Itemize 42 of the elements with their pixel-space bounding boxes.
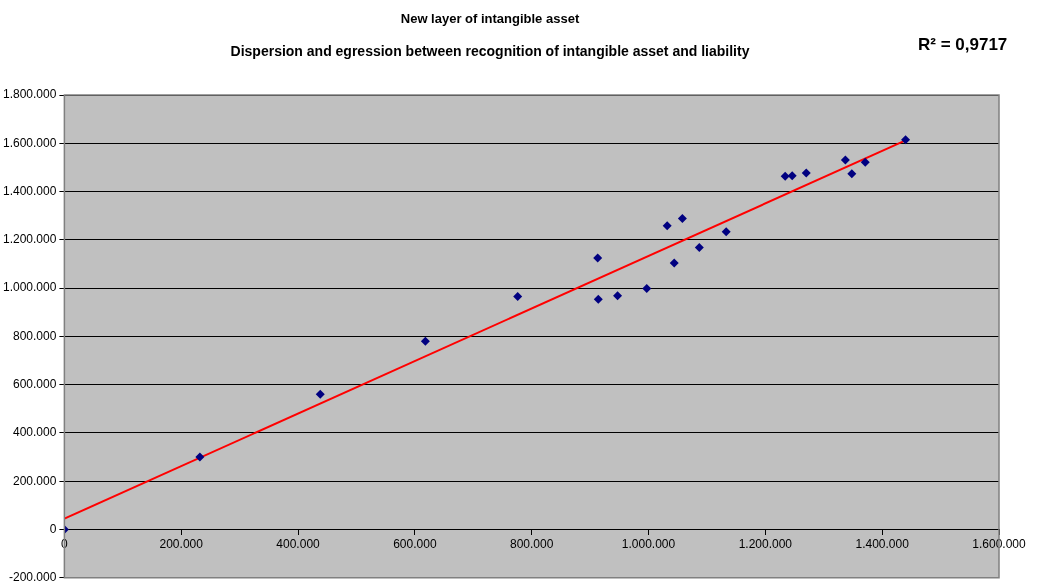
- y-tick-label: 1.800.000: [2, 87, 57, 102]
- y-tick-label: 1.200.000: [2, 232, 57, 247]
- x-tick-label: 800.000: [510, 537, 554, 552]
- point: [315, 389, 325, 399]
- point: [787, 171, 797, 181]
- text: R² = 0,9717: [918, 35, 1008, 55]
- y-tick-label: 1.600.000: [2, 135, 57, 150]
- point: [662, 221, 672, 231]
- point: [840, 155, 850, 165]
- x-tick-label: 1.000.000: [621, 537, 676, 552]
- point: [195, 452, 205, 462]
- point: [513, 292, 523, 302]
- point: [642, 284, 652, 294]
- point: [613, 291, 623, 301]
- point: [780, 171, 790, 181]
- y-tick-label: 1.400.000: [2, 183, 57, 198]
- x-tick-label: 200.000: [159, 537, 204, 552]
- point: [847, 169, 857, 179]
- x-tick-label: 1.400.000: [855, 537, 910, 552]
- point: [694, 243, 704, 253]
- point: [721, 227, 731, 237]
- point: [801, 168, 811, 178]
- y-tick-label: 0: [49, 521, 57, 536]
- y-tick-label: 400.000: [12, 425, 57, 440]
- point: [420, 336, 430, 346]
- x-tick-label: 1.200.000: [738, 537, 793, 552]
- point: [669, 258, 679, 268]
- point: [593, 253, 603, 263]
- y-tick-label: 1.000.000: [2, 280, 57, 295]
- y-tick-label: 200.000: [12, 473, 57, 488]
- point: [901, 135, 911, 145]
- point: [860, 157, 870, 167]
- y-tick-label: 600.000: [12, 376, 57, 391]
- chart-subtitle: Dispersion and egression between recognition of intangible asset and liability: [230, 43, 750, 59]
- chart-title: New layer of intangible asset: [399, 11, 581, 26]
- y-tick-label: -200.000: [9, 570, 57, 585]
- y-tick-label: 800.000: [12, 328, 57, 343]
- x-tick-label: 600.000: [393, 537, 437, 552]
- x-tick-label: 1.600.000: [972, 537, 1027, 552]
- point: [677, 214, 687, 224]
- x-tick-label: 400.000: [276, 537, 321, 552]
- point: [593, 294, 603, 304]
